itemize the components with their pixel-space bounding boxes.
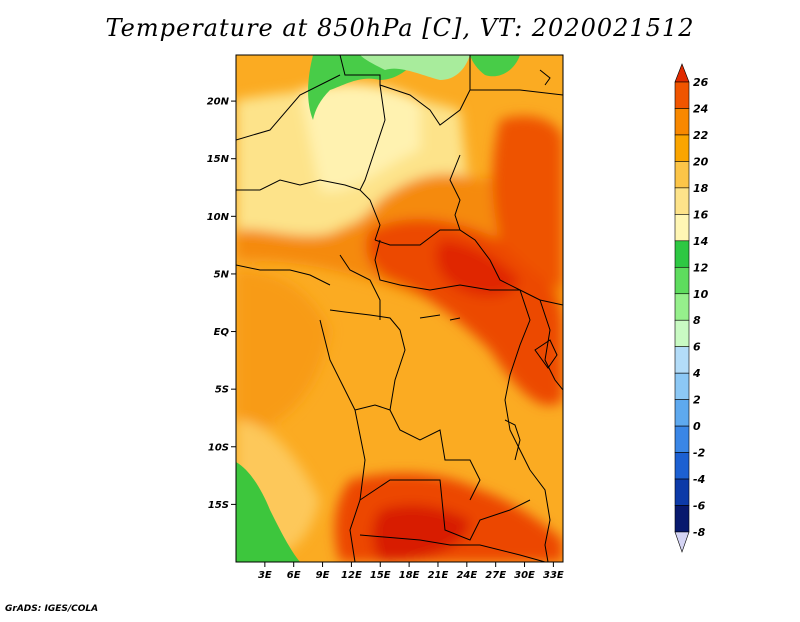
central-hot-zone [366, 219, 563, 406]
border-chad-sudan [449, 154, 563, 306]
sahara-cool-core [300, 83, 420, 192]
colorbar-label: -6 [693, 500, 706, 513]
lake-tanganyika [504, 419, 521, 461]
colorbar-box [674, 161, 690, 189]
colorbar-box [674, 425, 690, 453]
lat-label: 15N [207, 154, 230, 165]
lon-label: 12E [341, 570, 362, 581]
temperature-field [236, 55, 563, 562]
border-gulf-coast [236, 264, 331, 286]
border-namibia-botswana [359, 534, 546, 562]
colorbar-label: 6 [693, 341, 701, 354]
lon-label: 9E [316, 570, 330, 581]
central-very-hot-core [436, 240, 520, 297]
colorbar-label: -8 [693, 526, 706, 539]
colorbar-box [674, 108, 690, 136]
lon-label: 3E [258, 570, 272, 581]
border-niger-nigeria [236, 179, 361, 191]
border-mozambique [529, 469, 551, 562]
border-congo-coast [319, 319, 356, 411]
shaded-regions [236, 83, 563, 562]
longitude-axis: 3E 6E 9E 12E 15E 18E 21E 24E 27E 30E 33E [258, 562, 564, 581]
lon-label: 18E [399, 570, 420, 581]
border-uganda-kenya [539, 299, 563, 391]
colorbar-top-triangle [674, 63, 690, 83]
lat-label: 20N [207, 97, 230, 108]
colorbar-bottom-triangle [674, 531, 690, 553]
colorbar-box [674, 293, 690, 321]
colorbar-box [674, 240, 690, 268]
colorbar-label: 12 [693, 261, 709, 274]
lat-label: 5S [215, 385, 229, 396]
colorbar-box [674, 266, 690, 295]
lon-label: 6E [287, 570, 301, 581]
border-libya-egypt [339, 55, 471, 126]
colorbar-label: 4 [692, 367, 701, 380]
border-car-south [374, 239, 520, 291]
atlantic-warm [236, 270, 330, 440]
colorbar-label: -4 [693, 473, 705, 486]
northeast-green-area [470, 55, 520, 77]
colorbar-label: 10 [693, 288, 709, 301]
colorbar-label: 16 [693, 208, 709, 221]
border-cameroon [339, 254, 381, 320]
lon-label: 27E [485, 570, 506, 581]
lake-victoria [534, 339, 558, 369]
map-title: Temperature at 850hPa [C], VT: 202002151… [105, 14, 695, 42]
colorbar-label: 26 [693, 76, 709, 89]
map-frame [235, 54, 564, 563]
border-angola-north [354, 404, 391, 411]
colorbar-label: 8 [693, 314, 701, 327]
river-congo-segment [419, 314, 461, 321]
lon-label: 21E [428, 570, 449, 581]
colorbar-box [674, 319, 690, 348]
colorbar-label: 2 [693, 394, 701, 407]
colorbar-box [674, 346, 690, 374]
lat-label: 10S [208, 442, 229, 453]
lon-label: 30E [514, 570, 535, 581]
lon-label: 33E [543, 570, 564, 581]
colorbar-box [674, 478, 690, 506]
lat-label: EQ [214, 327, 230, 338]
colorbar-box [674, 399, 690, 427]
lat-label: 15S [208, 500, 229, 511]
colorbar-box [674, 187, 690, 215]
border-egypt-sudan [470, 89, 563, 96]
colorbar-box [674, 452, 690, 480]
southwest-green-area [236, 462, 300, 562]
lon-label: 15E [370, 570, 391, 581]
border-algeria-mali [236, 74, 341, 141]
colorbar-box [674, 134, 690, 162]
latitude-axis: 20N 15N 10N 5N EQ 5S 10S 15S [207, 97, 236, 511]
colorbar-box [674, 81, 690, 109]
lat-label: 5N [214, 269, 230, 280]
border-niger-chad [359, 84, 386, 241]
southern-very-hot-core [372, 504, 470, 562]
colorbar-label: 18 [693, 182, 709, 195]
grads-credit: GrADS: IGES/COLA [5, 604, 99, 614]
colorbar-box [674, 505, 690, 533]
border-angola-zambia [359, 479, 531, 541]
colorbar-label: 14 [693, 235, 708, 248]
north-green-area [308, 55, 420, 120]
colorbar-box [674, 372, 690, 400]
colorbar-label: -2 [693, 447, 706, 460]
north-light-green-area [360, 55, 470, 80]
colorbar-box [674, 214, 690, 242]
colorbar-label: 24 [693, 102, 708, 115]
country-borders [236, 55, 563, 562]
colorbar-label: 20 [693, 155, 709, 168]
lat-label: 10N [207, 212, 230, 223]
colorbar-label: 0 [693, 420, 701, 433]
border-car-north [374, 229, 460, 246]
east-hot-zone [492, 116, 563, 290]
border-red-sea [539, 69, 551, 86]
lon-label: 24E [456, 570, 477, 581]
colorbar-label: 22 [693, 129, 709, 142]
